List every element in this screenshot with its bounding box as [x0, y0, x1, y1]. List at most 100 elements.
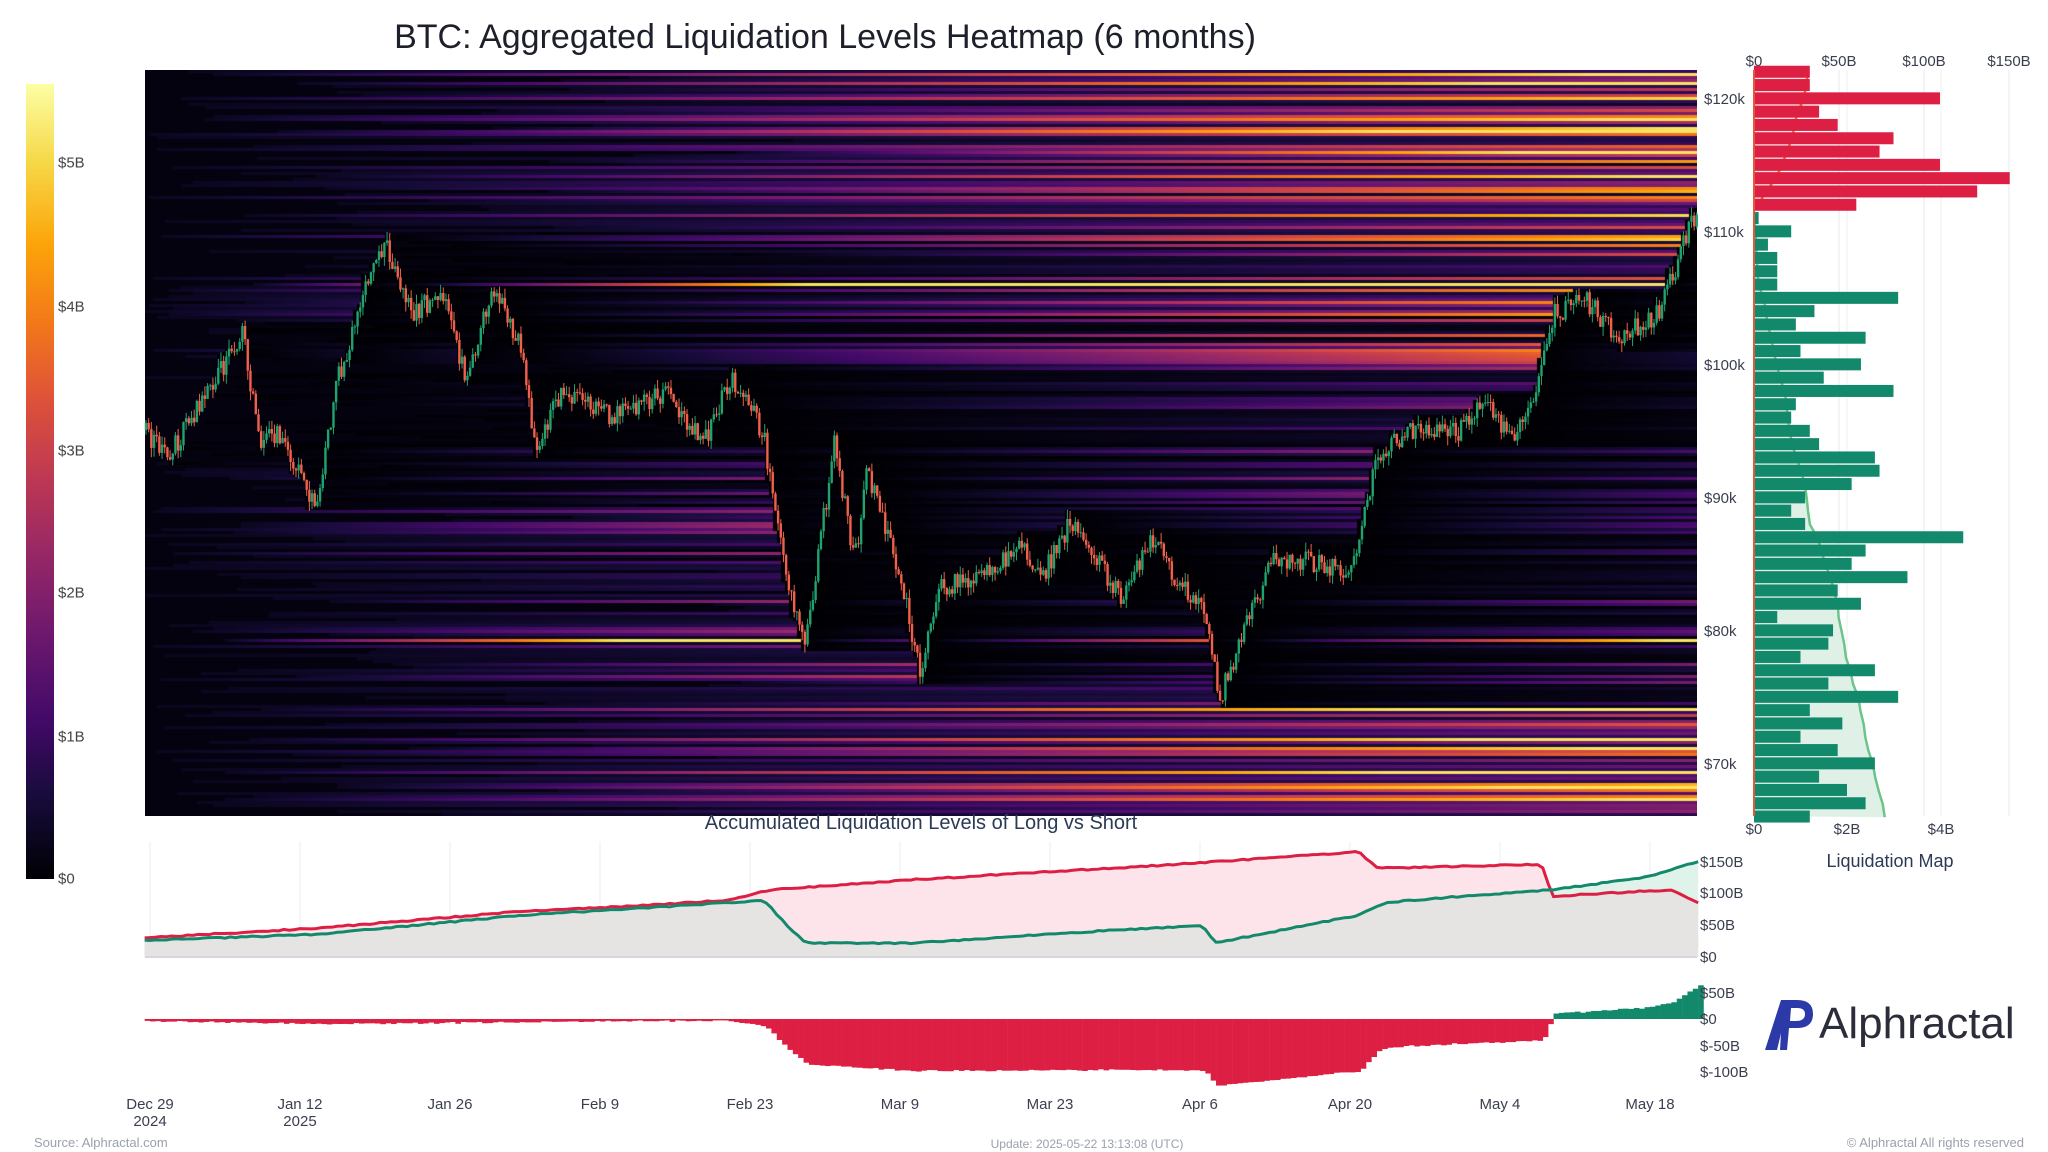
candle-body	[147, 422, 150, 430]
candle-body	[975, 572, 978, 584]
candle-body	[1599, 316, 1602, 327]
candle-body	[420, 299, 424, 318]
diff-bar-negative	[476, 1019, 483, 1022]
diff-bar-negative	[964, 1019, 970, 1071]
candle-body	[983, 570, 986, 576]
candle-body	[1028, 559, 1032, 566]
candle-body	[640, 400, 643, 402]
diff-bar-negative	[541, 1019, 547, 1022]
long-liq-bar	[1754, 358, 1861, 371]
candle-body	[1443, 424, 1447, 429]
candle-body	[1012, 552, 1016, 557]
diff-bar-negative	[1419, 1019, 1426, 1046]
diff-bar-negative	[744, 1019, 751, 1024]
liq-top-tick: $0	[1746, 53, 1763, 70]
diff-bar-negative	[1494, 1019, 1501, 1043]
long-liq-bar	[1754, 677, 1829, 690]
diff-bar-negative	[637, 1019, 644, 1021]
candle-body	[171, 453, 174, 460]
long-liq-bar	[1754, 451, 1875, 464]
candle-body	[375, 260, 378, 264]
candle-body	[1269, 562, 1273, 565]
candle-body	[1264, 572, 1267, 586]
diff-bar-positive	[1591, 1010, 1597, 1019]
candle-body	[329, 427, 332, 430]
candle-body	[602, 404, 606, 409]
diff-bar-negative	[1349, 1019, 1356, 1073]
candle-body	[1039, 567, 1042, 575]
candle-body	[661, 389, 665, 404]
candle-body	[1481, 403, 1484, 409]
candle-body	[779, 523, 782, 538]
candle-body	[1411, 423, 1415, 439]
candle-body	[873, 485, 876, 494]
diff-bar-positive	[1558, 1012, 1565, 1019]
candle-body	[1079, 532, 1082, 534]
diff-bar-negative	[358, 1019, 365, 1024]
candle-body	[356, 311, 359, 327]
candle-body	[1532, 401, 1535, 403]
candle-body	[1111, 582, 1115, 594]
candle-body	[203, 395, 207, 399]
diff-bar-negative	[299, 1019, 306, 1024]
x-tick-label: Apr 6	[1182, 1096, 1218, 1113]
diff-bar-negative	[1473, 1019, 1479, 1044]
diff-bar-negative	[1173, 1019, 1179, 1071]
long-liq-bar	[1754, 664, 1875, 677]
diff-bar-negative	[739, 1019, 745, 1024]
candle-body	[211, 385, 215, 390]
diff-bar-negative	[642, 1019, 649, 1022]
candle-body	[1366, 499, 1369, 507]
candle-body	[399, 277, 402, 290]
candle-body	[790, 590, 793, 592]
diff-bar-negative	[691, 1019, 697, 1022]
candle-body	[238, 341, 241, 349]
candle-body	[972, 580, 975, 584]
candle-body	[334, 380, 338, 403]
candle-body	[342, 361, 346, 377]
candle-body	[415, 303, 418, 321]
candle-body	[1181, 582, 1184, 587]
candle-body	[1684, 235, 1688, 244]
candle-body	[913, 641, 916, 646]
candle-body	[1251, 602, 1254, 620]
candle-body	[1090, 547, 1093, 556]
diff-bar-negative	[1344, 1019, 1351, 1073]
candle-body	[439, 293, 442, 301]
candle-body	[584, 399, 587, 402]
diff-tick: $50B	[1700, 985, 1735, 1002]
long-liq-bar	[1754, 717, 1843, 730]
long-liq-bar	[1754, 810, 1810, 823]
candle-body	[1459, 420, 1463, 441]
candle-body	[1687, 221, 1690, 244]
diff-bar-negative	[508, 1019, 515, 1023]
candle-body	[1216, 661, 1219, 691]
diff-bar-negative	[749, 1019, 756, 1024]
candle-body	[712, 414, 716, 420]
diff-bar-negative	[1387, 1019, 1394, 1048]
candle-body	[1521, 419, 1524, 422]
candle-body	[1312, 556, 1316, 573]
candle-body	[1339, 565, 1342, 576]
diff-bar-negative	[1076, 1019, 1083, 1071]
candle-body	[1237, 639, 1241, 654]
long-liq-bar	[1754, 584, 1838, 597]
candle-body	[1556, 303, 1559, 317]
candle-body	[1017, 540, 1021, 549]
diff-bar-negative	[1108, 1019, 1115, 1070]
diff-bar-negative	[1328, 1019, 1335, 1075]
diff-bar-negative	[150, 1019, 156, 1022]
candle-body	[1417, 423, 1420, 426]
x-tick: Feb 9	[550, 1096, 650, 1113]
x-tick-label: May 18	[1625, 1096, 1675, 1113]
candle-body	[1103, 560, 1107, 565]
candle-body	[179, 445, 183, 451]
accum-chart-title: Accumulated Liquidation Levels of Long v…	[704, 812, 1138, 834]
long-liq-bar	[1754, 744, 1838, 757]
diff-bar-positive	[1623, 1008, 1629, 1019]
diff-tick: $0	[1700, 1011, 1717, 1028]
candle-body	[776, 510, 780, 524]
diff-bar-negative	[1505, 1019, 1511, 1043]
candle-body	[201, 395, 204, 412]
candle-body	[758, 412, 761, 436]
